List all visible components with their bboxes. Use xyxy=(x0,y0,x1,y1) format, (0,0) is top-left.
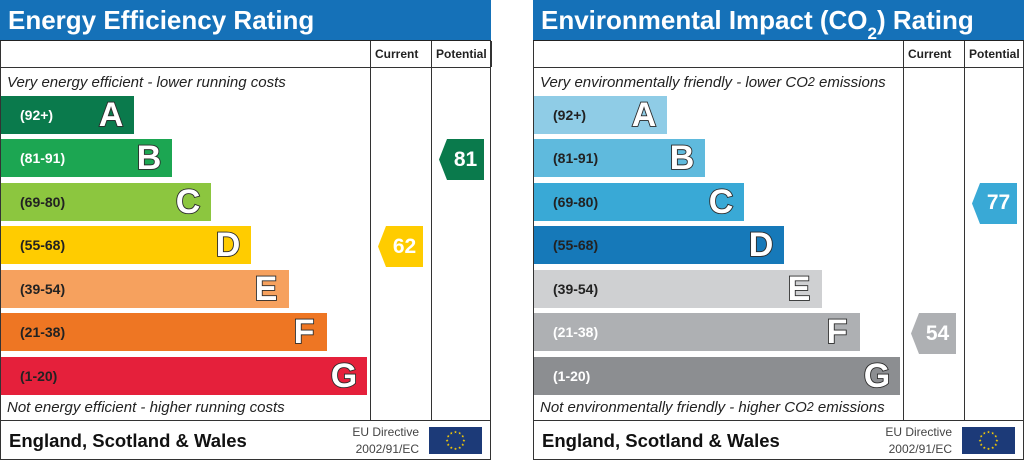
svg-text:E: E xyxy=(788,270,811,308)
svg-text:G: G xyxy=(864,357,890,395)
svg-text:A: A xyxy=(99,96,124,134)
svg-text:F: F xyxy=(294,313,315,351)
svg-text:G: G xyxy=(331,357,357,395)
svg-text:D: D xyxy=(749,226,774,264)
svg-text:C: C xyxy=(709,183,734,221)
svg-text:A: A xyxy=(632,96,657,134)
svg-text:F: F xyxy=(827,313,848,351)
svg-text:E: E xyxy=(255,270,278,308)
svg-text:D: D xyxy=(216,226,241,264)
svg-text:B: B xyxy=(137,139,162,177)
svg-text:C: C xyxy=(176,183,201,221)
svg-text:B: B xyxy=(670,139,695,177)
